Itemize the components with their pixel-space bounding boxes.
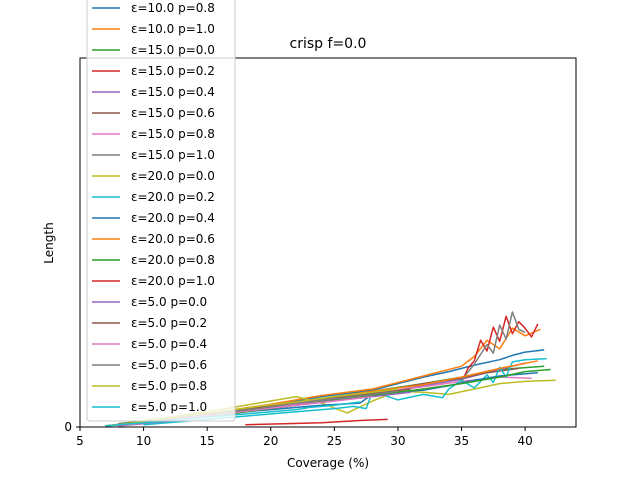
legend-label: ε=5.0 p=0.6 xyxy=(131,358,207,372)
x-tick-label: 10 xyxy=(136,434,151,448)
legend: ε=10.0 p=0.8 ε=10.0 p=1.0 ε=15.0 p=0.0 ε=15… xyxy=(86,0,236,422)
legend-label: ε=5.0 p=0.4 xyxy=(131,337,207,351)
legend-label: ε=15.0 p=0.2 xyxy=(131,64,215,78)
axes-frame xyxy=(79,57,577,428)
legend-label: ε=10.0 p=1.0 xyxy=(131,22,215,36)
legend-label: ε=15.0 p=0.6 xyxy=(131,106,215,120)
legend-label: ε=5.0 p=0.8 xyxy=(131,379,207,393)
legend-label: ε=5.0 p=0.0 xyxy=(131,295,207,309)
chart-title: crisp f=0.0 xyxy=(290,36,367,52)
legend-label: ε=15.0 p=1.0 xyxy=(131,148,215,162)
legend-label: ε=15.0 p=0.0 xyxy=(131,43,215,57)
series-line-3 xyxy=(460,315,539,383)
legend-label: ε=20.0 p=0.6 xyxy=(131,232,215,246)
legend-label: ε=15.0 p=0.8 xyxy=(131,127,215,141)
x-tick-label: 5 xyxy=(76,434,84,448)
y-axis-ticks: 0 xyxy=(64,420,80,434)
legend-label: ε=20.0 p=0.8 xyxy=(131,253,215,267)
legend-label: ε=10.0 p=0.8 xyxy=(131,1,215,15)
x-tick-label: 20 xyxy=(263,434,278,448)
legend-label: ε=5.0 p=1.0 xyxy=(131,400,207,414)
series-line-7 xyxy=(460,311,526,381)
series-line-19 xyxy=(105,401,360,427)
legend-label: ε=5.0 p=0.2 xyxy=(131,316,207,330)
y-tick-label: 0 xyxy=(64,420,72,434)
y-axis-label: Length xyxy=(42,222,56,263)
legend-label: ε=20.0 p=1.0 xyxy=(131,274,215,288)
series-line-13 xyxy=(245,418,388,426)
x-axis-ticks: 5 10 15 20 25 30 35 40 xyxy=(76,427,533,448)
x-tick-label: 25 xyxy=(327,434,342,448)
x-tick-label: 40 xyxy=(517,434,532,448)
legend-label: ε=20.0 p=0.0 xyxy=(131,169,215,183)
legend-box xyxy=(86,0,236,422)
legend-label: ε=20.0 p=0.4 xyxy=(131,211,215,225)
x-tick-label: 15 xyxy=(200,434,215,448)
x-axis-label: Coverage (%) xyxy=(287,456,369,470)
legend-label: ε=15.0 p=0.4 xyxy=(131,85,215,99)
x-tick-label: 35 xyxy=(454,434,469,448)
series-line-8 xyxy=(118,379,556,425)
x-tick-label: 30 xyxy=(390,434,405,448)
series-line-9 xyxy=(143,357,547,426)
legend-label: ε=20.0 p=0.2 xyxy=(131,190,215,204)
